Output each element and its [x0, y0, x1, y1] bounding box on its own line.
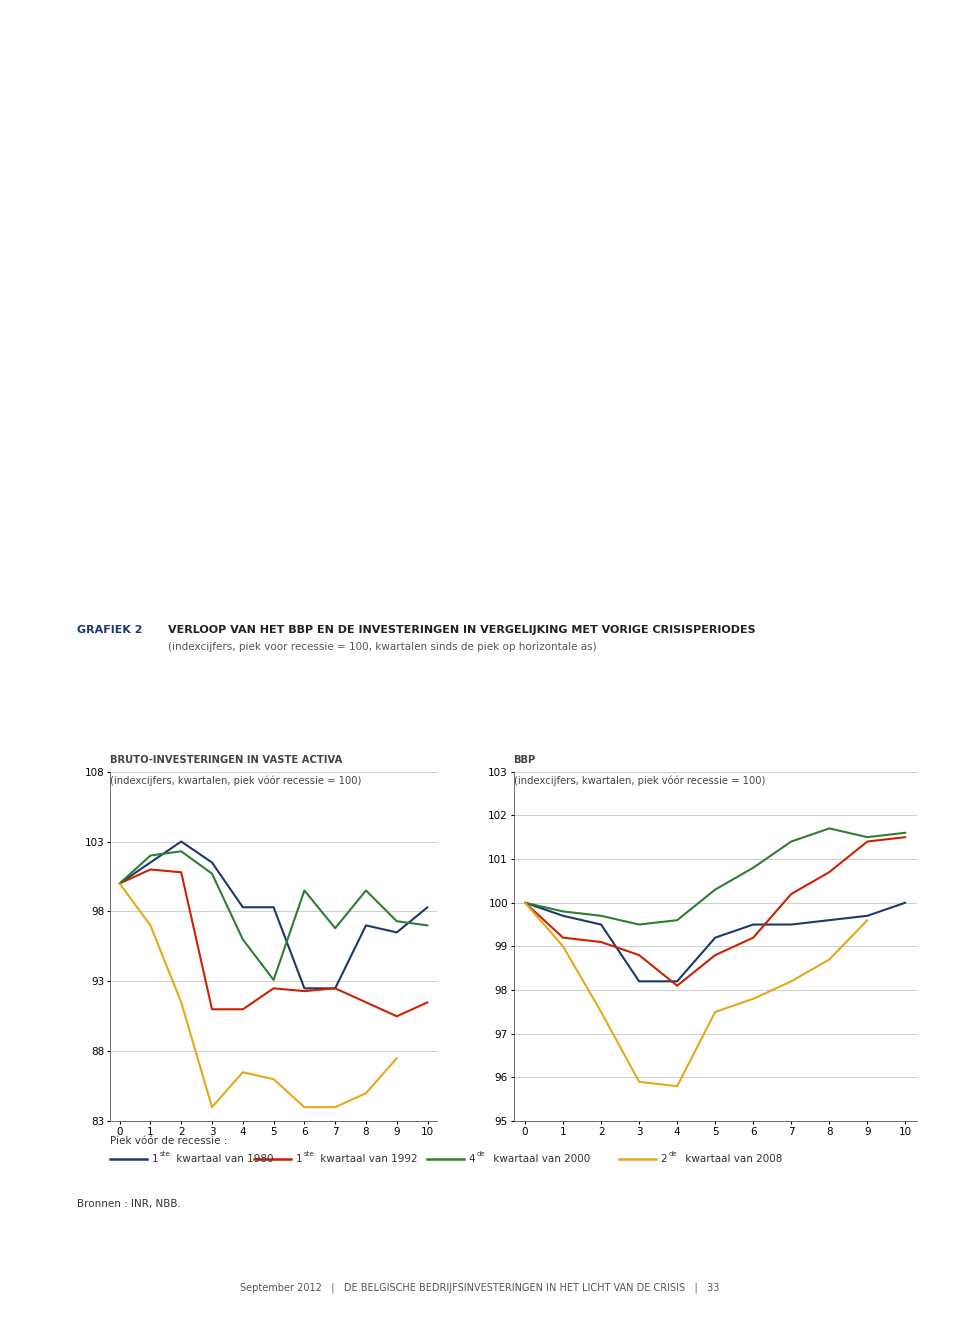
Text: ste: ste [303, 1151, 314, 1157]
Text: de: de [668, 1151, 677, 1157]
Text: Bronnen : INR, NBB.: Bronnen : INR, NBB. [77, 1199, 180, 1210]
Text: 2: 2 [660, 1154, 667, 1165]
Text: BBP: BBP [514, 754, 536, 765]
Text: (indexcijfers, piek voor recessie = 100, kwartalen sinds de piek op horizontale : (indexcijfers, piek voor recessie = 100,… [168, 642, 596, 653]
Text: 4: 4 [468, 1154, 475, 1165]
Text: GRAFIEK 2: GRAFIEK 2 [77, 625, 142, 636]
Text: kwartaal van 2008: kwartaal van 2008 [682, 1154, 782, 1165]
Text: Piek vóór de recessie :: Piek vóór de recessie : [110, 1136, 228, 1146]
Text: VERLOOP VAN HET BBP EN DE INVESTERINGEN IN VERGELIJKING MET VORIGE CRISISPERIODE: VERLOOP VAN HET BBP EN DE INVESTERINGEN … [168, 625, 756, 636]
Text: 1: 1 [296, 1154, 302, 1165]
Text: kwartaal van 2000: kwartaal van 2000 [490, 1154, 589, 1165]
Text: (indexcijfers, kwartalen, piek vóór recessie = 100): (indexcijfers, kwartalen, piek vóór rece… [514, 776, 765, 786]
Text: de: de [476, 1151, 485, 1157]
Text: September 2012   |   DE BELGISCHE BEDRIJFSINVESTERINGEN IN HET LICHT VAN DE CRIS: September 2012 | DE BELGISCHE BEDRIJFSIN… [240, 1282, 720, 1293]
Text: kwartaal van 1980: kwartaal van 1980 [173, 1154, 274, 1165]
Text: ste: ste [159, 1151, 170, 1157]
Text: 1: 1 [152, 1154, 158, 1165]
Text: BRUTO-INVESTERINGEN IN VASTE ACTIVA: BRUTO-INVESTERINGEN IN VASTE ACTIVA [110, 754, 343, 765]
Text: (indexcijfers, kwartalen, piek vóór recessie = 100): (indexcijfers, kwartalen, piek vóór rece… [110, 776, 362, 786]
Text: kwartaal van 1992: kwartaal van 1992 [317, 1154, 418, 1165]
